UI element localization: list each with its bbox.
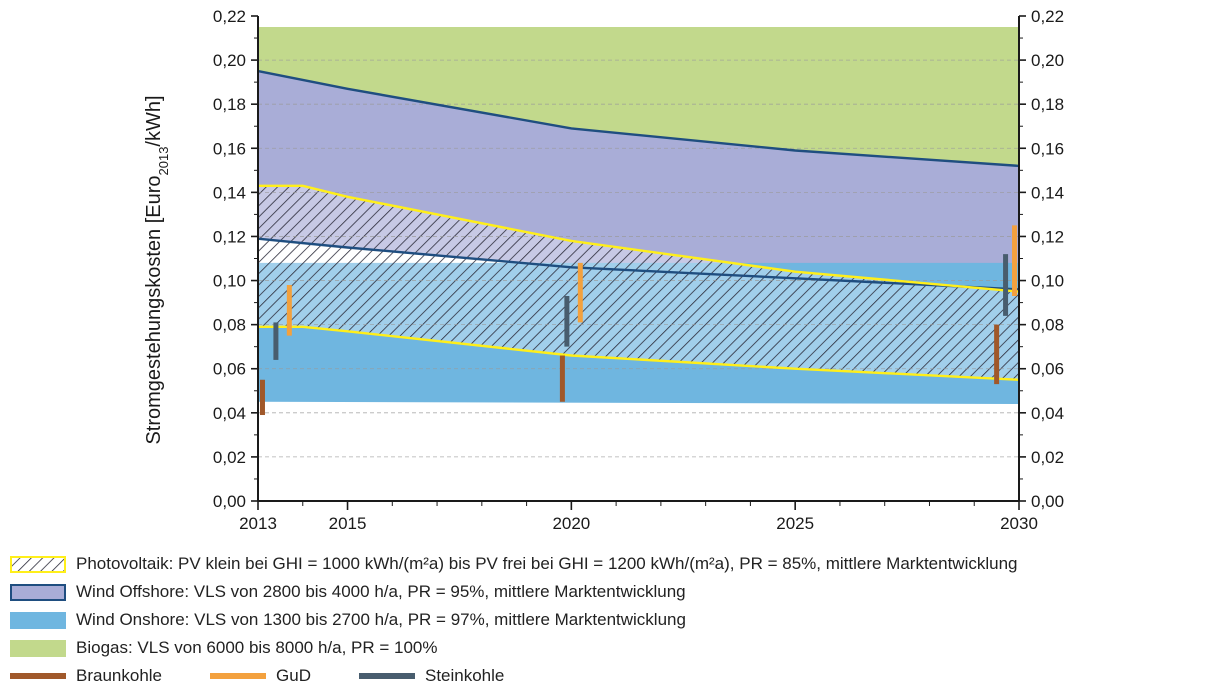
y-tick-label-left-5: 0,10 bbox=[213, 272, 246, 291]
legend-item-braunkohle: Braunkohle bbox=[10, 666, 162, 686]
line-photovoltaik-upper bbox=[258, 184, 1020, 293]
y-axis-title: Stromgestehungskosten [Euro2013/kWh] bbox=[143, 95, 171, 444]
y-tick-label-left-4: 0,08 bbox=[213, 316, 246, 335]
legend-label-braunkohle: Braunkohle bbox=[76, 666, 163, 685]
legend-item-offshore: Wind Offshore: VLS von 2800 bis 4000 h/a… bbox=[10, 578, 1215, 606]
y-tick-label-right-2: 0,04 bbox=[1031, 404, 1064, 423]
y-tick-label-left-6: 0,12 bbox=[213, 227, 246, 246]
legend-swatch-biogas bbox=[10, 639, 66, 657]
y-tick-label-left-9: 0,18 bbox=[213, 95, 246, 114]
y-tick-label-left-8: 0,16 bbox=[213, 139, 246, 158]
x-tick-label-1: 2015 bbox=[329, 514, 367, 533]
legend-swatch-gud bbox=[210, 673, 267, 679]
y-tick-label-right-4: 0,08 bbox=[1031, 316, 1064, 335]
x-tick-label-3: 2025 bbox=[776, 514, 814, 533]
chart-legend: Photovoltaik: PV klein bei GHI = 1000 kW… bbox=[10, 550, 1215, 690]
y-tick-label-right-8: 0,16 bbox=[1031, 139, 1064, 158]
line-wind-offshore-upper bbox=[257, 69, 1020, 168]
y-tick-label-left-11: 0,22 bbox=[213, 7, 246, 26]
legend-item-gud: GuD bbox=[210, 666, 311, 686]
y-tick-label-left-1: 0,02 bbox=[213, 448, 246, 467]
y-tick-label-left-2: 0,04 bbox=[213, 404, 246, 423]
y-tick-label-right-10: 0,20 bbox=[1031, 51, 1064, 70]
y-tick-label-left-3: 0,06 bbox=[213, 360, 246, 379]
legend-item-steinkohle: Steinkohle bbox=[358, 666, 505, 686]
x-tick-label-0: 2013 bbox=[239, 514, 277, 533]
legend-label-onshore: Wind Onshore: VLS von 1300 bis 2700 h/a,… bbox=[76, 610, 686, 629]
y-tick-label-right-5: 0,10 bbox=[1031, 272, 1064, 291]
y-tick-label-right-1: 0,02 bbox=[1031, 448, 1064, 467]
legend-label-steinkohle: Steinkohle bbox=[424, 666, 505, 685]
y-tick-label-right-7: 0,14 bbox=[1031, 183, 1064, 202]
x-tick-label-2: 2020 bbox=[552, 514, 590, 533]
line-photovoltaik-lower bbox=[258, 325, 1020, 381]
legend-item-onshore: Wind Onshore: VLS von 1300 bis 2700 h/a,… bbox=[10, 606, 1215, 634]
legend-swatch-onshore bbox=[10, 611, 66, 629]
y-tick-label-right-0: 0,00 bbox=[1031, 492, 1064, 511]
x-tick-label-4: 2030 bbox=[1000, 514, 1038, 533]
legend-label-gud: GuD bbox=[276, 666, 311, 685]
legend-swatch-steinkohle bbox=[358, 673, 415, 679]
legend-label-offshore: Wind Offshore: VLS von 2800 bis 4000 h/a… bbox=[76, 582, 686, 601]
y-tick-label-right-11: 0,22 bbox=[1031, 7, 1064, 26]
y-tick-label-right-9: 0,18 bbox=[1031, 95, 1064, 114]
legend-label-pv: Photovoltaik: PV klein bei GHI = 1000 kW… bbox=[76, 554, 1018, 573]
chart-area: 0,00 0,00 0,02 0,02 0,04 0,04 0,06 0,06 0,08 0,08… bbox=[143, 7, 1064, 533]
y-tick-label-right-6: 0,12 bbox=[1031, 227, 1064, 246]
y-tick-label-left-10: 0,20 bbox=[213, 51, 246, 70]
line-wind-offshore-lower bbox=[257, 237, 1020, 291]
legend-swatch-offshore bbox=[10, 583, 66, 601]
legend-label-biogas: Biogas: VLS von 6000 bis 8000 h/a, PR = … bbox=[76, 638, 438, 657]
legend-swatch-pv bbox=[10, 555, 66, 573]
legend-bar-row: Braunkohle GuD Steinkohle bbox=[10, 662, 1215, 690]
y-tick-label-left-0: 0,00 bbox=[213, 492, 246, 511]
legend-swatch-braunkohle bbox=[10, 673, 66, 679]
band-photovoltaik bbox=[258, 185, 1019, 380]
legend-item-biogas: Biogas: VLS von 6000 bis 8000 h/a, PR = … bbox=[10, 634, 1215, 662]
y-tick-label-left-7: 0,14 bbox=[213, 183, 246, 202]
legend-item-pv: Photovoltaik: PV klein bei GHI = 1000 kW… bbox=[10, 550, 1215, 578]
y-tick-label-right-3: 0,06 bbox=[1031, 360, 1064, 379]
